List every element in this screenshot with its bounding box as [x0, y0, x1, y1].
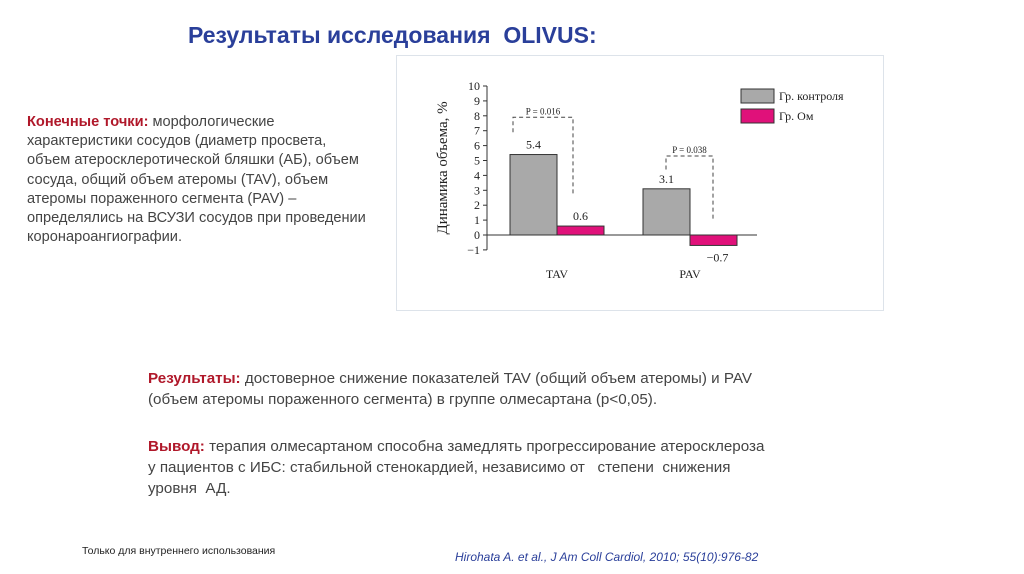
citation: Hirohata A. et al., J Am Coll Cardiol, 2… [455, 550, 759, 564]
y-tick-label: 9 [474, 94, 480, 108]
y-tick-label: 5 [474, 154, 480, 168]
results-text: Результаты: достоверное снижение показат… [148, 368, 752, 410]
text-line: достоверное снижение показателей TAV (об… [240, 370, 752, 387]
legend-label: Гр. Ом [779, 109, 814, 123]
y-tick-label: 0 [474, 228, 480, 242]
bar [642, 188, 691, 236]
text-line: терапия олмесартаном способна замедлять … [204, 438, 765, 455]
data-label: 3.1 [659, 172, 674, 186]
text-line: морфологические [148, 114, 275, 130]
p-value-label: P = 0.016 [526, 106, 561, 116]
text-line: у пациентов с ИБС: стабильной стенокарди… [148, 459, 731, 476]
text-line: атеромы пораженного сегмента (PAV) – [27, 190, 297, 207]
data-label: 5.4 [526, 138, 541, 152]
text-line: объем атеросклеротической бляшки (АБ), о… [27, 152, 359, 169]
y-tick-label: 8 [474, 109, 480, 123]
y-tick-label: 2 [474, 198, 480, 212]
legend-swatch [740, 88, 775, 104]
significance-bracket [665, 155, 714, 221]
p-value-label: P = 0.038 [672, 145, 707, 155]
y-tick-label: 6 [474, 139, 480, 153]
significance-bracket [512, 116, 574, 197]
y-tick-label: 4 [474, 168, 480, 182]
results-label: Результаты: [148, 370, 241, 387]
text-line: сосуда, общий объем атеромы (TAV), объем [27, 171, 329, 188]
bar [509, 154, 558, 236]
x-tick-label: PAV [679, 267, 701, 281]
legend-swatch [740, 108, 775, 124]
y-axis-label: Динамика объема, % [435, 101, 451, 234]
footer-note: Только для внутреннего использования [82, 545, 276, 557]
conclusion-text: Вывод: терапия олмесартаном способна зам… [148, 436, 764, 499]
y-tick-label: 7 [474, 124, 480, 138]
y-tick-label: 1 [474, 213, 480, 227]
data-label: 0.6 [573, 209, 588, 223]
legend-label: Гр. контроля [779, 89, 844, 103]
bar [689, 234, 738, 246]
y-tick-label: 10 [468, 79, 480, 93]
data-label: −0.7 [707, 250, 729, 264]
text-line: характеристики сосудов (диаметр просвета… [27, 133, 327, 150]
text-line: уровня АД. [148, 480, 231, 497]
conclusion-label: Вывод: [148, 438, 205, 455]
endpoints-text: Конечные точки: морфологические характер… [27, 113, 366, 247]
x-tick-label: TAV [546, 267, 568, 281]
bar [556, 225, 605, 236]
y-tick-label: −1 [467, 243, 480, 257]
y-tick-label: 3 [474, 183, 480, 197]
endpoints-label: Конечные точки: [27, 114, 149, 130]
text-line: определялись на ВСУЗИ сосудов при провед… [27, 210, 366, 227]
page-title: Результаты исследования OLIVUS: [188, 22, 597, 48]
text-line: коронароангиографии. [27, 229, 182, 246]
chart-panel: −1 0 1 2 3 4 5 6 7 8 9 10 Динамика объема, % 5.4 0.6 TA… [396, 55, 884, 311]
text-line: (объем атеромы пораженного сегмента) в г… [148, 391, 658, 408]
